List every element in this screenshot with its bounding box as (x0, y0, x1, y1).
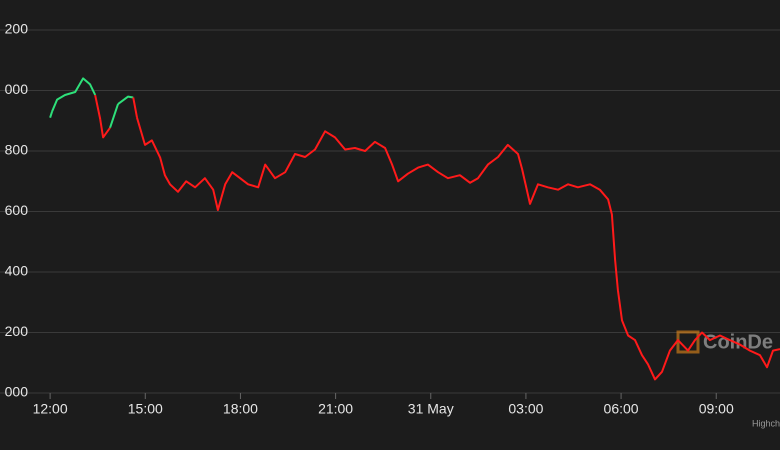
y-tick-label: 000 (5, 81, 29, 97)
x-tick-label: 09:00 (699, 401, 734, 417)
price-line (51, 77, 97, 113)
credit: Highch (752, 418, 780, 428)
y-tick-label: 800 (5, 142, 29, 158)
watermark-logo (676, 330, 700, 354)
price-line (136, 117, 780, 381)
y-tick-label: 600 (5, 202, 29, 218)
x-tick-label: 31 May (408, 401, 454, 417)
y-tick-label: 200 (5, 323, 29, 339)
watermark-text: CoinDe (703, 331, 773, 353)
x-tick-label: 18:00 (223, 401, 258, 417)
y-tick-label: 000 (5, 384, 29, 400)
line-connector (132, 97, 139, 118)
x-tick-label: 15:00 (128, 401, 163, 417)
x-tick-label: 12:00 (33, 401, 68, 417)
line-connector (109, 103, 119, 129)
y-tick-label: 200 (5, 21, 29, 37)
line-connector (49, 111, 53, 119)
price-line (117, 95, 134, 105)
x-tick-label: 06:00 (604, 401, 639, 417)
x-tick-label: 03:00 (508, 401, 543, 417)
x-tick-label: 21:00 (318, 401, 353, 417)
line-connector (94, 94, 102, 120)
grid (0, 29, 780, 394)
y-tick-label: 400 (5, 263, 29, 279)
price-line (99, 119, 111, 139)
